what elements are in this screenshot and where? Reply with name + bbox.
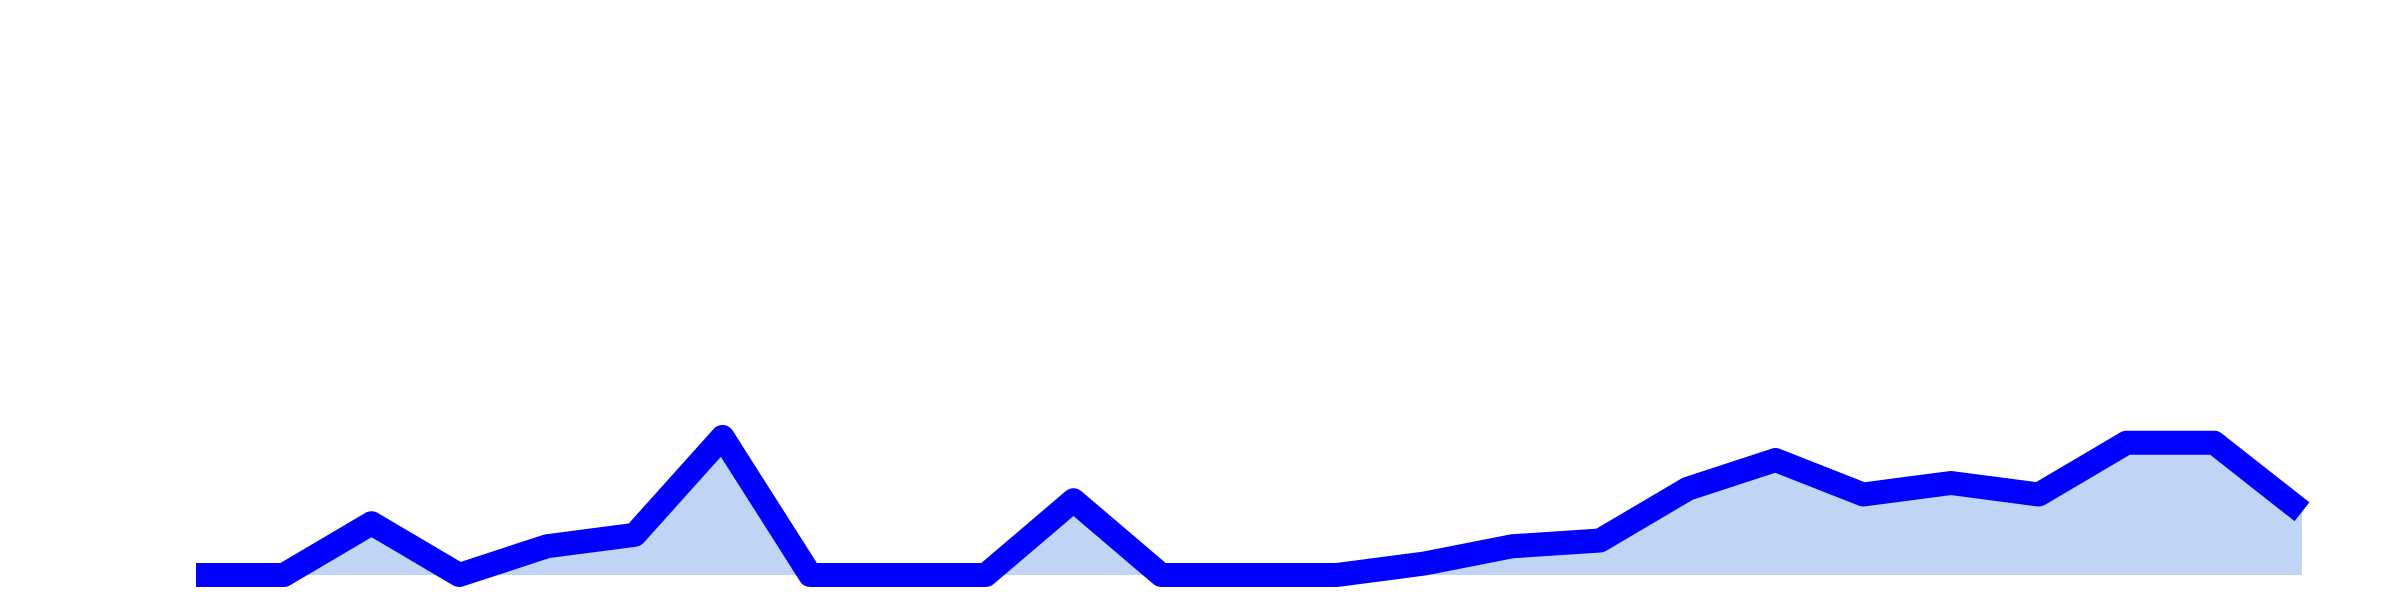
data-point [360,511,384,535]
data-point [1939,471,1963,495]
data-point [184,563,208,587]
data-point [1588,529,1612,553]
data-point [2027,483,2051,507]
data-point [974,563,998,587]
data-point [535,534,559,558]
data-point [1149,563,1173,587]
series-line [196,425,2310,587]
data-point [886,563,910,587]
data-point [798,563,822,587]
data-point [623,523,647,547]
series-line-layer [196,425,2310,587]
data-point [1237,563,1261,587]
data-point [1676,477,1700,501]
data-point [1062,488,1086,512]
data-point [711,425,735,449]
data-point [2290,500,2314,524]
data-point [447,563,471,587]
data-point [1764,448,1788,472]
data-point [1500,534,1524,558]
data-point [1851,483,1875,507]
data-point [1413,552,1437,576]
data-point [272,563,296,587]
data-point [2202,431,2226,455]
data-point [2115,431,2139,455]
data-point [1325,563,1349,587]
